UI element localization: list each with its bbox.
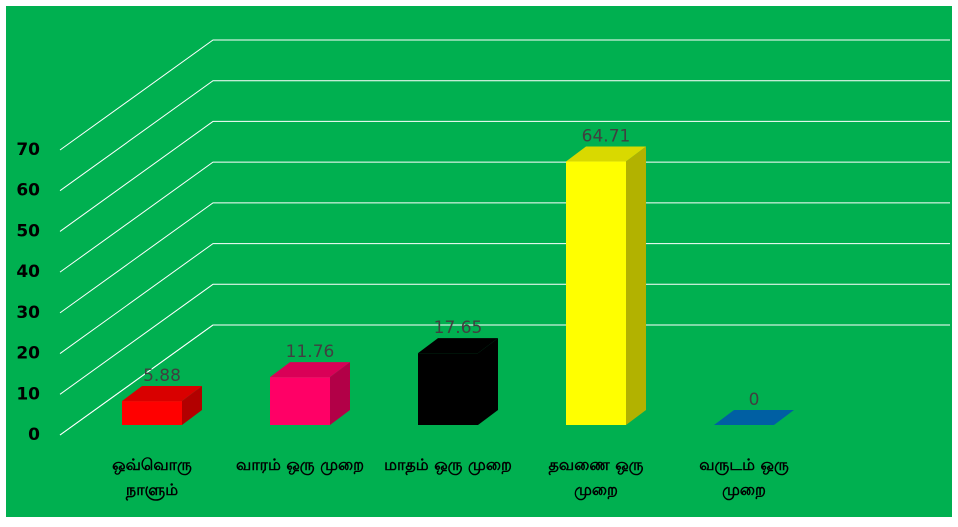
- data-label: 11.76: [286, 342, 335, 362]
- grid-line: [59, 202, 950, 314]
- bar: [566, 161, 626, 426]
- y-tick-label: 20: [16, 344, 40, 364]
- x-tick-label: ஒவ்வொரு நாளும்: [112, 455, 192, 499]
- grid-line: [59, 161, 950, 273]
- y-tick-label: 40: [16, 262, 40, 282]
- bar-top: [566, 146, 646, 162]
- y-tick-label: 50: [16, 221, 40, 241]
- grid-line: [59, 39, 950, 151]
- bar-side: [330, 362, 350, 425]
- grid-line: [59, 243, 950, 354]
- x-tick-label: வாரம் ஒரு முறை: [236, 455, 364, 474]
- data-label: 64.71: [582, 127, 631, 147]
- background: [4, 4, 954, 519]
- bar-side: [626, 146, 646, 426]
- grid-line: [59, 324, 950, 436]
- x-tick-label: வருடம் ஒரு முறை: [699, 455, 789, 499]
- bar-side: [478, 338, 498, 425]
- y-tick-label: 70: [16, 140, 40, 160]
- x-tick-label: தவணை ஒரு முறை: [548, 455, 644, 499]
- grid-line: [59, 120, 950, 232]
- data-label: 0: [749, 390, 760, 410]
- bar-top: [270, 362, 350, 378]
- y-tick-label: 30: [16, 303, 40, 323]
- y-tick-label: 60: [16, 181, 40, 201]
- bar-side: [182, 386, 202, 425]
- bar: [122, 401, 182, 425]
- bar-top: [714, 410, 794, 425]
- bar-top: [418, 338, 498, 354]
- bar-top: [122, 386, 202, 402]
- bar: [270, 377, 330, 425]
- y-tick-label: 10: [16, 384, 40, 404]
- y-tick-label: 0: [28, 425, 40, 445]
- x-tick-label: மாதம் ஒரு முறை: [384, 455, 512, 474]
- data-label: 17.65: [434, 318, 483, 338]
- bar: [418, 353, 478, 425]
- grid-line: [59, 283, 950, 395]
- data-label: 5.88: [143, 366, 181, 386]
- grid-line: [59, 80, 950, 192]
